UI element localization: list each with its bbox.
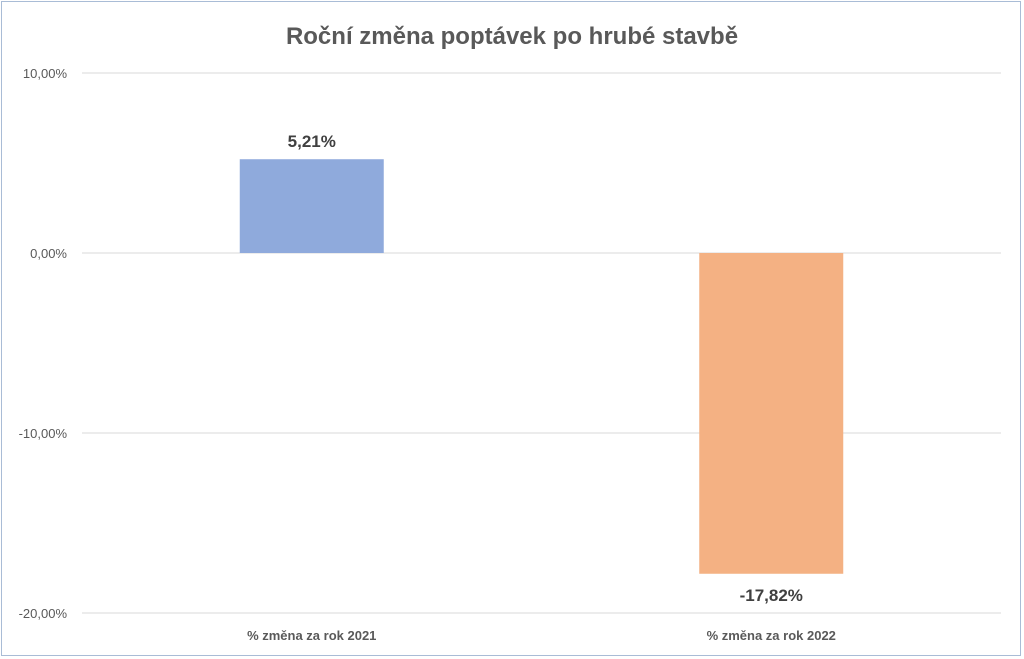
data-label: -17,82% xyxy=(740,586,803,605)
bars xyxy=(239,159,844,574)
data-labels: 5,21% -17,82% xyxy=(288,132,803,605)
chart-title: Roční změna poptávek po hrubé stavbě xyxy=(286,23,738,50)
category-label: % změna za rok 2021 xyxy=(247,628,376,643)
category-label: % změna za rok 2022 xyxy=(707,628,836,643)
bar-1 xyxy=(239,159,384,253)
y-tick-label: -10,00% xyxy=(19,426,68,441)
y-axis-tick-labels: 10,00% 0,00% -10,00% -20,00% xyxy=(19,66,68,621)
gridlines xyxy=(82,72,1001,614)
data-label: 5,21% xyxy=(288,132,336,151)
bar-2 xyxy=(699,253,844,574)
y-tick-label: 10,00% xyxy=(23,66,68,81)
y-tick-label: -20,00% xyxy=(19,606,68,621)
y-tick-label: 0,00% xyxy=(30,246,67,261)
category-labels: % změna za rok 2021 % změna za rok 2022 xyxy=(247,628,836,643)
